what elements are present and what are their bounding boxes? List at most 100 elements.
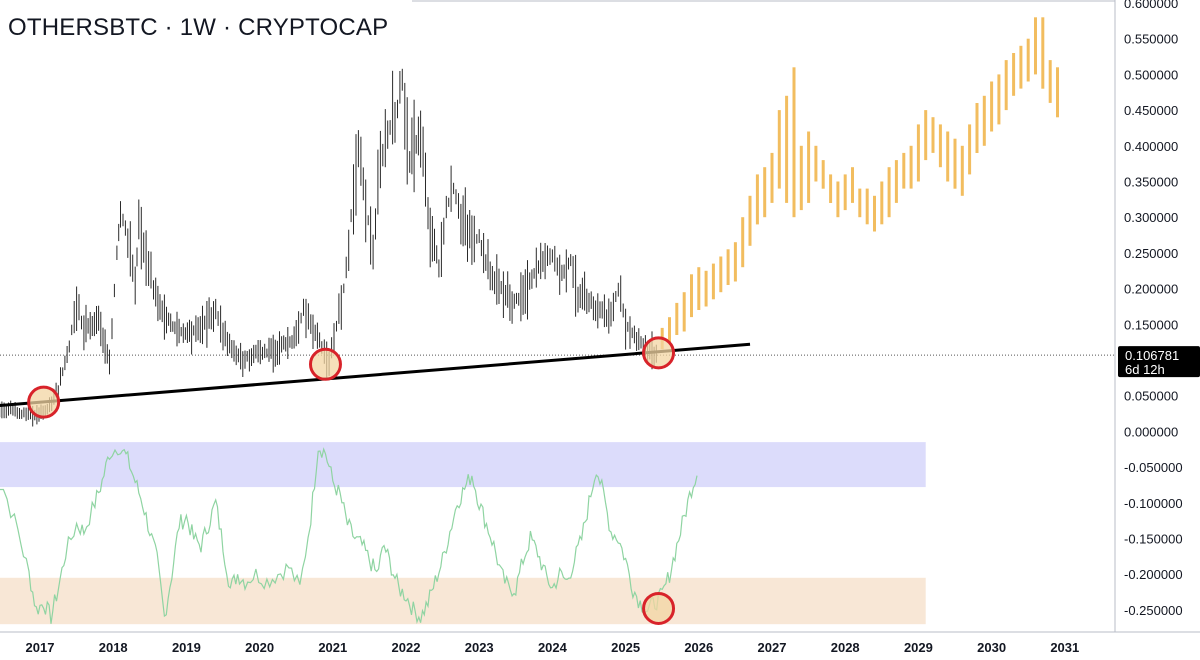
projection-bar [792,67,796,218]
projection-bar [697,267,701,310]
x-tick-label: 2029 [904,640,933,655]
y-tick-label: 0.400000 [1124,139,1178,154]
projection-bar [836,181,840,218]
x-tick-label: 2019 [172,640,201,655]
price-label-box [1118,346,1200,378]
projection-bar [894,160,898,203]
projection-bar [755,174,759,225]
x-tick-label: 2026 [684,640,713,655]
y-tick-label: 0.550000 [1124,32,1178,47]
projection-bar [785,95,789,203]
price-label-value: 0.106781 [1125,348,1179,363]
projection-bar [851,167,854,203]
x-tick-label: 2030 [977,640,1006,655]
x-tick-label: 2023 [465,640,494,655]
projection-bar [1026,38,1030,82]
projection-bar [711,263,715,300]
y-tick-label: 0.250000 [1124,246,1178,261]
projection-bar [763,167,767,218]
projection-bar [960,145,964,196]
projection-bar [807,131,811,203]
projection-bar [997,74,1001,125]
y-tick-label: 0.500000 [1124,67,1178,82]
oversold-band [0,577,926,625]
y-tick-label: -0.250000 [1124,603,1183,618]
projection-bar [902,152,906,189]
projection-bar [1041,17,1045,89]
projection-bar [953,138,957,189]
y-tick-label: 0.450000 [1124,103,1178,118]
projection-bar [946,131,950,182]
projection-bar [887,167,891,218]
projection-bar [821,160,825,189]
projection-bar [873,195,876,232]
y-tick-label: -0.200000 [1124,567,1183,582]
x-tick-label: 2022 [392,640,421,655]
projection-bar [990,81,994,132]
projection-bar [982,95,986,146]
projection-bar [909,145,913,189]
projection-bar [799,145,803,211]
y-tick-label: 0.000000 [1124,424,1178,439]
x-tick-label: 2017 [26,640,55,655]
projection-bar [748,195,752,246]
projection-bar [1019,45,1023,89]
y-tick-label: 0.300000 [1124,210,1178,225]
projection-bar [690,274,693,318]
x-tick-label: 2020 [245,640,274,655]
projection-bar [931,117,935,153]
projection-bar [777,110,781,189]
projection-bar [741,217,745,268]
projection-bar [675,302,679,335]
overbought-band [0,442,926,488]
projection-bar [1048,60,1052,103]
x-tick-label: 2028 [831,640,860,655]
projection-bar [770,152,774,203]
projection-bar [1012,53,1016,96]
highlight-circle[interactable] [642,591,676,625]
projection-bar [843,174,847,211]
projection-bar [1056,67,1059,118]
x-tick-label: 2021 [318,640,347,655]
projection-bar [719,256,723,293]
projection-bar [938,124,942,168]
projection-bar [924,110,928,161]
support-trendline[interactable] [0,342,751,407]
x-tick-label: 2024 [538,640,568,655]
y-tick-label: 0.600000 [1124,0,1178,11]
highlight-circle[interactable] [27,385,61,419]
y-tick-label: 0.050000 [1124,389,1178,404]
highlight-circle[interactable] [308,347,342,381]
y-tick-label: -0.050000 [1124,460,1183,475]
y-tick-label: 0.350000 [1124,175,1178,190]
projection-bar [880,181,884,225]
projection-bar [865,188,869,225]
x-tick-label: 2031 [1050,640,1079,655]
y-tick-label: -0.150000 [1124,532,1183,547]
price-label-countdown: 6d 12h [1125,362,1165,377]
x-tick-label: 2027 [758,640,787,655]
projection-bar [1034,17,1037,75]
projection-bar [829,174,833,203]
projection-bar [726,249,730,285]
projection-bar [858,188,862,218]
projection-bar [968,124,972,175]
y-tick-label: 0.200000 [1124,282,1178,297]
x-tick-label: 2025 [611,640,640,655]
x-tick-label: 2018 [99,640,128,655]
projection-bar [668,317,671,343]
projection-bar [704,270,708,307]
y-tick-label: -0.100000 [1124,496,1183,511]
projection-bar [916,124,920,182]
y-tick-label: 0.150000 [1124,317,1178,332]
oscillator-line [0,447,698,625]
projection-bar [682,292,686,332]
highlight-circle[interactable] [642,336,676,370]
chart-title: OTHERSBTC · 1W · CRYPTOCAP [8,14,389,41]
projection-bar [733,242,737,282]
projection-bar [814,145,818,182]
projection-bar [1004,60,1008,111]
projection-bar [975,103,979,153]
